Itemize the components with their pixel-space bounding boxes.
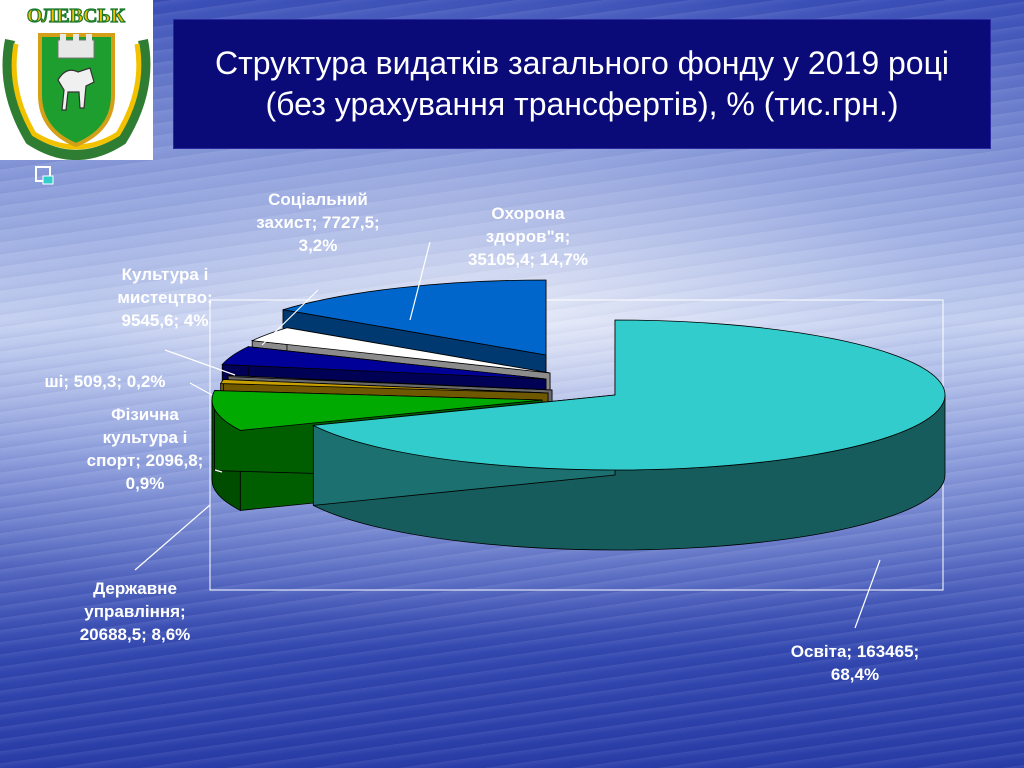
leader-line-6 xyxy=(409,241,431,321)
data-label-4-line-0: Культура і xyxy=(122,265,209,284)
title-line-2: (без урахування трансфертів), % (тис.грн… xyxy=(265,86,899,122)
data-label-1-line-0: Державне xyxy=(93,579,177,598)
svg-text:ОЛЕВСЬК: ОЛЕВСЬК xyxy=(27,5,126,27)
slide-title: Структура видатків загального фонду у 20… xyxy=(205,43,959,125)
title-line-1: Структура видатків загального фонду у 20… xyxy=(214,45,950,81)
pie-slices xyxy=(211,279,946,551)
leader-line-4 xyxy=(164,349,236,376)
slide-nav-icon[interactable] xyxy=(35,166,55,186)
page-icon xyxy=(35,166,54,185)
data-label-2-line-0: Фізична xyxy=(111,405,179,424)
data-label-1-line-1: управління; xyxy=(84,602,185,621)
slice-top-1 xyxy=(211,390,543,431)
data-label-1-line-2: 20688,5; 8,6% xyxy=(80,625,191,644)
leader-line-1 xyxy=(134,504,211,571)
data-label-6-line-0: Охорона xyxy=(491,204,565,223)
data-label-6-line-2: 35105,4; 14,7% xyxy=(468,250,588,269)
data-label-4-line-2: 9545,6; 4% xyxy=(122,311,209,330)
leader-line-2 xyxy=(214,469,223,473)
data-label-4-line-1: мистецтво; xyxy=(117,288,212,307)
slice-top-4 xyxy=(221,346,547,380)
leader-line-3 xyxy=(189,382,213,396)
data-label-5-line-0: Соціальний xyxy=(268,190,368,209)
data-label-2-line-3: 0,9% xyxy=(126,474,165,493)
slice-top-2 xyxy=(219,379,549,394)
leader-lines xyxy=(134,241,881,629)
data-label-6-line-1: здоров"я; xyxy=(486,227,571,246)
data-label-5-line-1: захист; 7727,5; xyxy=(256,213,379,232)
data-labels: Освіта; 163465; 68,4% Державне управління; 2… xyxy=(45,190,920,684)
data-label-5-line-2: 3,2% xyxy=(299,236,338,255)
slice-top-3 xyxy=(226,375,553,391)
data-label-2-line-2: спорт; 2096,8; xyxy=(87,451,204,470)
slide-title-box: Структура видатків загального фонду у 20… xyxy=(173,19,991,149)
data-label-3-line-0: ші; 509,3; 0,2% xyxy=(45,372,166,391)
coat-of-arms-icon: ОЛЕВСЬК xyxy=(2,4,151,160)
data-label-0-line-1: 68,4% xyxy=(831,665,879,684)
leader-line-0 xyxy=(854,559,881,629)
slice-top-0 xyxy=(311,319,946,471)
leader-line-5 xyxy=(261,289,319,346)
data-label-2-line-1: культура і xyxy=(103,428,188,447)
coat-of-arms-logo: ОЛЕВСЬК xyxy=(0,0,153,160)
data-label-0-line-0: Освіта; 163465; xyxy=(791,642,919,661)
slice-top-5 xyxy=(250,327,551,374)
